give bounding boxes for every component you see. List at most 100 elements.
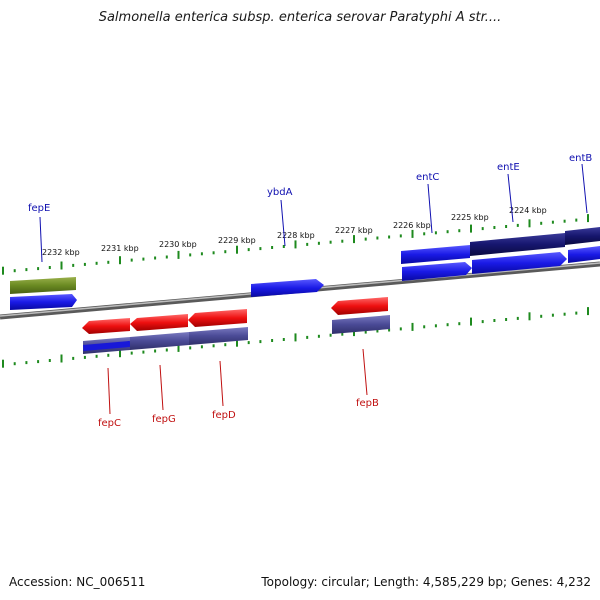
accession-text: Accession: NC_006511	[9, 575, 146, 589]
minor-tick	[563, 312, 566, 316]
minor-tick	[306, 242, 309, 246]
minor-tick	[130, 351, 133, 355]
minor-tick	[317, 241, 320, 245]
minor-tick	[306, 335, 309, 339]
minor-tick	[189, 253, 192, 257]
minor-tick	[247, 248, 250, 252]
genome-summary-text: Topology: circular; Length: 4,585,229 bp…	[261, 575, 591, 589]
minor-tick	[224, 343, 227, 347]
gene-arrow-fepB[interactable]	[331, 297, 388, 315]
scale-label: 2228 kbp	[277, 231, 315, 240]
major-tick	[528, 219, 531, 228]
reverse-gene-labels: fepC fepG fepD fepB	[98, 398, 379, 429]
gene-label-entE[interactable]: entE	[497, 162, 520, 173]
major-tick	[177, 343, 180, 352]
gene-label-fepE[interactable]: fepE	[28, 203, 50, 214]
minor-tick	[107, 353, 110, 357]
minor-tick	[399, 234, 402, 238]
gene-arrow-entC[interactable]	[401, 245, 470, 264]
forward-gene-labels: fepE ybdA entC entE entB	[28, 153, 592, 214]
minor-tick	[563, 219, 566, 223]
minor-tick	[364, 330, 367, 334]
minor-tick	[493, 226, 496, 229]
minor-tick	[540, 314, 543, 318]
gene-arrow-fepE-cds[interactable]	[10, 294, 77, 310]
minor-tick	[165, 255, 168, 259]
gene-label-fepC[interactable]: fepC	[98, 418, 121, 429]
gene-arrow-entE[interactable]	[470, 233, 565, 256]
gene-arrow-fepG-cds[interactable]	[130, 332, 189, 350]
gene-label-entC[interactable]: entC	[416, 172, 439, 183]
major-tick	[587, 214, 589, 223]
major-tick	[353, 235, 355, 244]
minor-tick	[107, 260, 110, 264]
minor-tick	[72, 263, 75, 267]
minor-tick	[575, 311, 578, 315]
minor-tick	[13, 362, 16, 366]
gene-arrow-entB-cds[interactable]	[568, 246, 600, 263]
major-tick	[177, 250, 180, 259]
minor-tick	[72, 356, 75, 360]
minor-tick	[388, 235, 391, 239]
minor-tick	[481, 227, 484, 231]
scale-label: 2224 kbp	[509, 206, 547, 215]
gene-arrow-fepC[interactable]	[82, 318, 130, 334]
minor-tick	[142, 350, 145, 354]
scale-label: 2232 kbp	[42, 248, 80, 257]
gene-arrow-fepD-cds[interactable]	[189, 327, 248, 345]
minor-tick	[154, 349, 157, 353]
gene-label-fepD[interactable]: fepD	[212, 410, 236, 421]
gene-label-ybdA[interactable]: ybdA	[267, 187, 293, 198]
gene-arrow-entE-cds[interactable]	[472, 252, 567, 274]
major-tick	[2, 266, 4, 275]
minor-tick	[247, 341, 250, 345]
gene-arrow-ybdA[interactable]	[251, 279, 324, 297]
minor-tick	[551, 220, 554, 224]
minor-tick	[458, 322, 461, 326]
minor-tick	[364, 237, 367, 241]
minor-tick	[200, 252, 203, 256]
minor-tick	[376, 329, 379, 333]
gene-arrow-fepC-segment[interactable]	[83, 340, 131, 351]
major-tick	[411, 322, 414, 331]
minor-tick	[317, 334, 320, 338]
gene-label-fepG[interactable]: fepG	[152, 414, 176, 425]
gene-arrow-fepD[interactable]	[188, 309, 247, 327]
minor-tick	[165, 348, 168, 352]
minor-tick	[212, 251, 215, 255]
minor-tick	[95, 261, 98, 265]
gene-arrow-fepB-cds[interactable]	[332, 315, 390, 334]
major-tick	[294, 240, 297, 249]
gene-label-fepB[interactable]: fepB	[356, 398, 379, 409]
minor-tick	[37, 360, 40, 364]
minor-tick	[516, 316, 519, 320]
gene-arrow-entB[interactable]	[565, 227, 600, 245]
minor-tick	[434, 324, 437, 328]
gene-arrow-fepE[interactable]	[10, 277, 76, 294]
gene-arrow-entC-cds[interactable]	[402, 262, 472, 281]
minor-tick	[505, 318, 508, 321]
label-leader-lines	[39, 163, 588, 415]
gene-label-entB[interactable]: entB	[569, 153, 592, 164]
minor-tick	[48, 266, 51, 269]
major-tick	[236, 338, 238, 347]
scale-label: 2225 kbp	[451, 213, 489, 222]
scale-label: 2230 kbp	[159, 240, 197, 249]
minor-tick	[142, 257, 145, 261]
minor-tick	[25, 268, 28, 272]
minor-tick	[259, 340, 262, 344]
minor-tick	[224, 250, 227, 254]
major-tick	[236, 245, 238, 254]
major-tick	[2, 359, 4, 368]
minor-tick	[423, 232, 426, 236]
minor-tick	[341, 332, 344, 336]
minor-tick	[83, 355, 86, 359]
scale-label: 2229 kbp	[218, 236, 256, 245]
minor-tick	[376, 236, 379, 240]
minor-tick	[434, 231, 437, 235]
major-tick	[587, 307, 589, 316]
gene-arrow-fepG[interactable]	[130, 314, 188, 331]
minor-tick	[212, 344, 215, 348]
minor-tick	[130, 258, 133, 262]
major-tick	[470, 224, 472, 233]
